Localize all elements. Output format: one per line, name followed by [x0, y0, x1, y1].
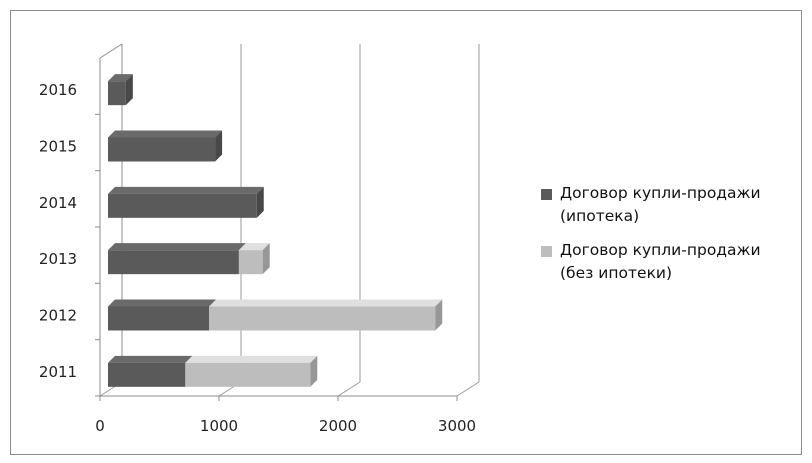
bar-2012-s1 [209, 306, 436, 331]
bar-2014-s0 [108, 193, 257, 218]
bar-2016-s0 [108, 81, 126, 106]
y-tick-label-2012: 2012 [39, 307, 77, 325]
legend: Договор купли-продажи (ипотека) Договор … [541, 182, 806, 296]
bar-side-2011-s1 [310, 355, 318, 387]
bar-2012-s0 [108, 306, 210, 331]
floor-gridline-2000 [337, 381, 361, 397]
y-axis-ticks: 2011 2012 2013 2014 2015 2016 [39, 81, 100, 397]
x-axis-ticks: 0 1000 2000 3000 [95, 396, 476, 435]
bar-top-2015-s0 [108, 130, 223, 138]
x-tick-label-0: 0 [95, 417, 105, 435]
legend-label-mortgage: Договор купли-продажи (ипотека) [560, 184, 761, 225]
wall-top-edge [99, 43, 123, 59]
bar-top-2011-s0 [108, 355, 193, 363]
bar-side-2013-s1 [262, 243, 270, 275]
bar-side-2015-s0 [215, 130, 223, 162]
y-tick-label-2011: 2011 [39, 363, 77, 381]
bar-2013-s1 [238, 250, 263, 275]
bar-top-2012-s0 [108, 299, 217, 307]
bar-top-2013-s0 [108, 243, 246, 251]
y-tick-label-2013: 2013 [39, 250, 77, 268]
bar-top-2016-s0 [108, 74, 133, 82]
bar-side-2012-s1 [435, 299, 443, 331]
grid-layer [99, 43, 480, 397]
bar-top-2012-s1 [209, 299, 443, 307]
legend-swatch-no-mortgage [541, 246, 552, 257]
x-tick-label-2000: 2000 [319, 417, 357, 435]
x-tick-label-1000: 1000 [200, 417, 238, 435]
x-tick-label-3000: 3000 [438, 417, 476, 435]
floor-gridline-3000 [456, 381, 480, 397]
y-tick-label-2016: 2016 [39, 81, 77, 99]
legend-item-mortgage: Договор купли-продажи (ипотека) [541, 182, 806, 228]
legend-item-no-mortgage: Договор купли-продажи (без ипотеки) [541, 239, 806, 285]
bar-2011-s0 [108, 362, 186, 387]
bar-2011-s1 [185, 362, 311, 387]
bar-side-2016-s0 [125, 74, 133, 106]
bar-2013-s0 [108, 250, 239, 275]
legend-swatch-mortgage [541, 189, 552, 200]
bar-2015-s0 [108, 137, 216, 162]
bars-layer [108, 74, 443, 387]
bar-top-2014-s0 [108, 186, 264, 194]
y-tick-label-2015: 2015 [39, 138, 77, 156]
legend-label-no-mortgage: Договор купли-продажи (без ипотеки) [560, 241, 761, 282]
bar-top-2013-s1 [238, 243, 270, 251]
bar-side-2014-s0 [256, 186, 264, 218]
y-tick-label-2014: 2014 [39, 194, 77, 212]
bar-top-2011-s1 [185, 355, 318, 363]
